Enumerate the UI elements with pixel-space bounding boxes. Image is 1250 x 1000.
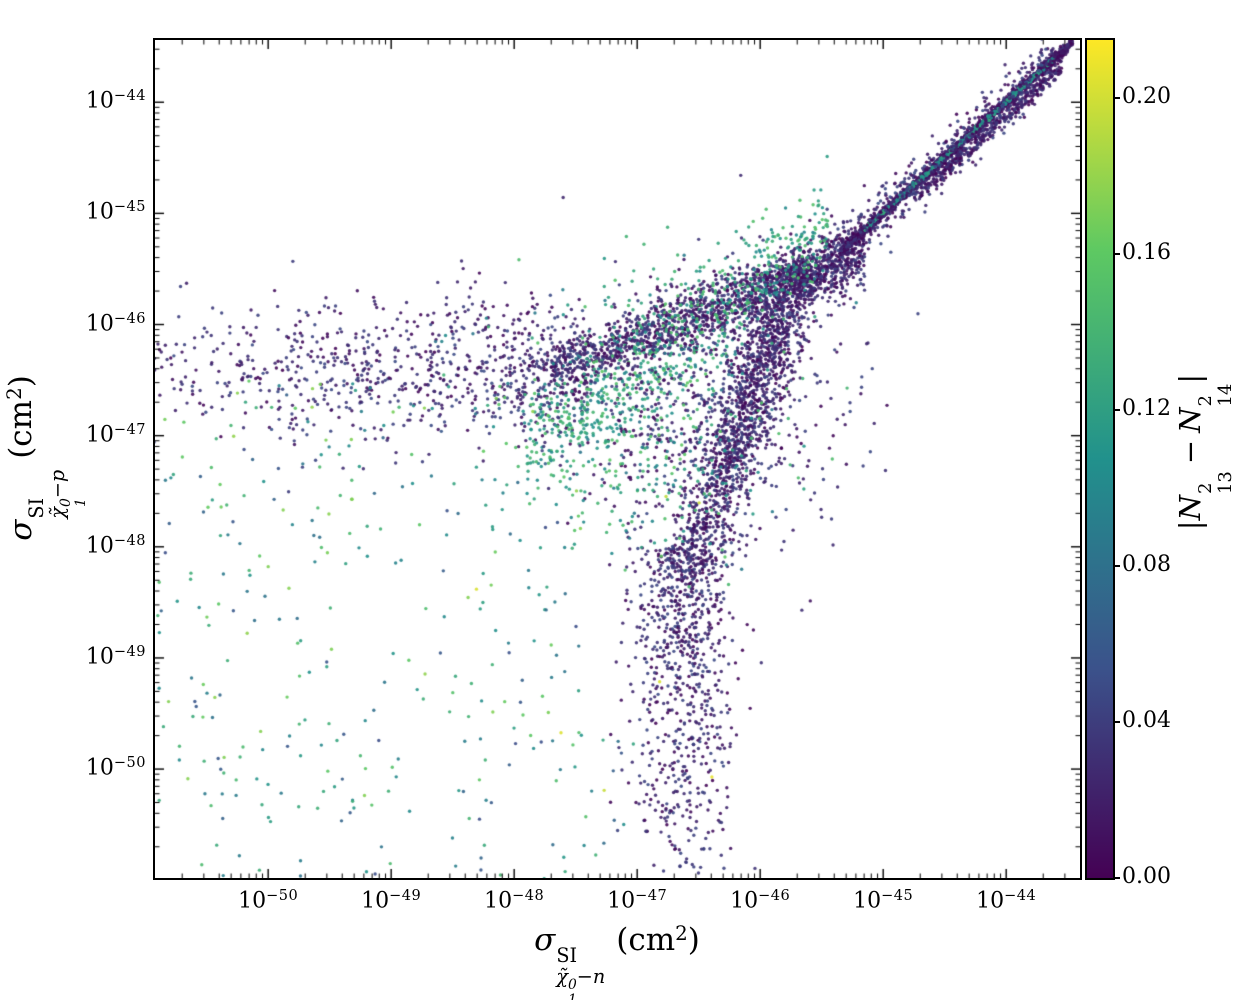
colorbar-tick-mark [1113, 877, 1120, 879]
x-tick-label: 10−46 [730, 888, 791, 914]
colorbar-tick-label: 0.20 [1122, 84, 1171, 110]
y-axis-label: σ SI χ̃ 0 1 −p (cm2) [3, 375, 89, 541]
x-tick-label: 10−45 [853, 888, 914, 914]
y-tick-label: 10−45 [85, 199, 146, 225]
y-units: (cm2) [3, 375, 40, 459]
colorbar-tick-mark [1113, 97, 1120, 100]
chi-symbol: χ̃ [556, 964, 568, 988]
abs-bar: | [1173, 373, 1208, 384]
colorbar-tick-mark [1113, 565, 1120, 568]
colorbar-tick-mark [1113, 253, 1120, 256]
colorbar-label: |N 2 13 −N 2 14 | [1173, 373, 1236, 531]
minus-sign: − [1173, 439, 1208, 465]
x-tick-label: 10−50 [238, 888, 299, 914]
y-tick-label: 10−47 [85, 421, 146, 447]
x-tick-label: 10−47 [607, 888, 668, 914]
x-units: (cm2) [616, 922, 700, 958]
N13-symbol: N [1173, 495, 1208, 521]
y-label-supsub: SI χ̃ 0 1 −p [25, 469, 89, 519]
sigma-symbol: σ [534, 922, 556, 958]
sigma-symbol: σ [3, 519, 40, 541]
y-tick-label: 10−49 [85, 643, 146, 670]
x-axis-label: σ SI χ̃ 0 1 −n (cm2) [387, 922, 847, 1000]
plot-frame [153, 38, 1082, 880]
N14-symbol: N [1173, 407, 1208, 433]
y-tick-label: 10−44 [85, 88, 146, 114]
y-tick-label: 10−46 [85, 310, 146, 336]
y-tick-label: 10−48 [85, 532, 146, 559]
x-tick-label: 10−49 [361, 888, 422, 914]
abs-bar: | [1173, 520, 1208, 531]
colorbar-tick-label: 0.04 [1122, 708, 1171, 734]
colorbar [1087, 40, 1113, 878]
colorbar-tick-mark [1113, 409, 1120, 412]
y-tick-label: 10−50 [85, 755, 146, 781]
colorbar-tick-label: 0.08 [1122, 552, 1171, 578]
x-label-supsub: SI χ̃ 0 1 −n [556, 943, 606, 1000]
colorbar-tick-label: 0.12 [1122, 396, 1171, 422]
colorbar-frame [1085, 38, 1115, 880]
colorbar-tick-label: 0.00 [1122, 864, 1171, 889]
colorbar-tick-mark [1113, 721, 1120, 724]
x-tick-label: 10−48 [484, 888, 545, 914]
chi-symbol: χ̃ [45, 506, 69, 519]
scatter-canvas [155, 40, 1080, 878]
x-tick-label: 10−44 [976, 888, 1037, 914]
colorbar-tick-label: 0.16 [1122, 240, 1171, 266]
